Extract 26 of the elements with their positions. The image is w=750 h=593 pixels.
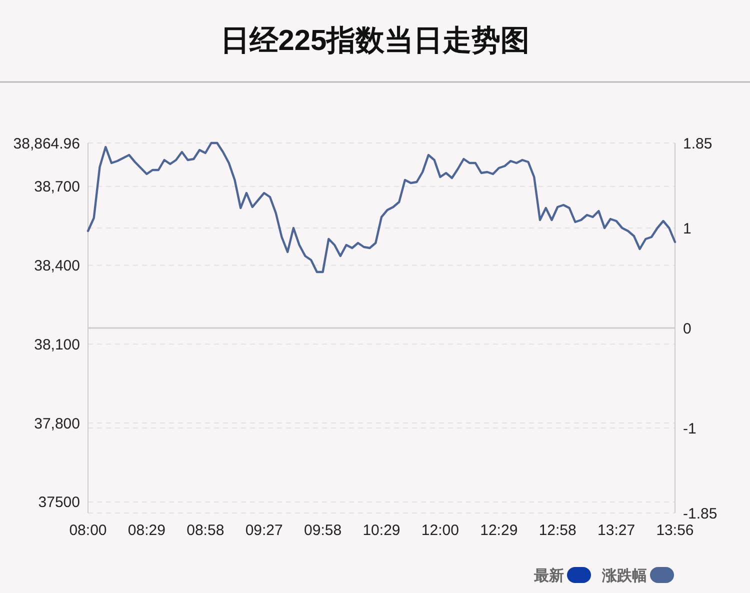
x-tick-label: 08:00 xyxy=(69,522,107,539)
chart-title: 日经225指数当日走势图 xyxy=(220,25,530,57)
y2-tick-label: 0 xyxy=(683,320,692,338)
x-tick-label: 10:29 xyxy=(362,522,400,539)
y2-tick-label: -1.85 xyxy=(683,505,718,522)
x-tick-label: 12:29 xyxy=(480,522,518,539)
x-tick-label: 13:56 xyxy=(656,522,694,539)
x-tick-label: 09:58 xyxy=(304,522,342,539)
x-tick-label: 08:58 xyxy=(186,522,224,539)
x-tick-label: 13:27 xyxy=(598,522,636,539)
y2-tick-label: 1 xyxy=(683,220,692,238)
line-series xyxy=(86,142,676,274)
y-tick-label: 38,100 xyxy=(34,336,80,354)
y-tick-label: 38,700 xyxy=(34,178,80,196)
y-tick-label: 38,864.96 xyxy=(13,135,80,152)
legend-label: 涨跌幅 xyxy=(601,567,647,584)
y-tick-label: 37500 xyxy=(38,494,80,512)
y-tick-label: 37,800 xyxy=(34,415,80,432)
y2-tick-label: 1.85 xyxy=(683,135,712,152)
x-tick-label: 08:29 xyxy=(128,522,166,539)
x-tick-label: 12:58 xyxy=(538,522,576,539)
y-tick-label: 38,400 xyxy=(34,258,80,275)
x-tick-label: 09:27 xyxy=(245,522,283,539)
x-tick-label: 12:00 xyxy=(421,522,459,539)
y2-tick-label: -1 xyxy=(683,420,696,438)
legend-label: 最新 xyxy=(533,566,564,584)
